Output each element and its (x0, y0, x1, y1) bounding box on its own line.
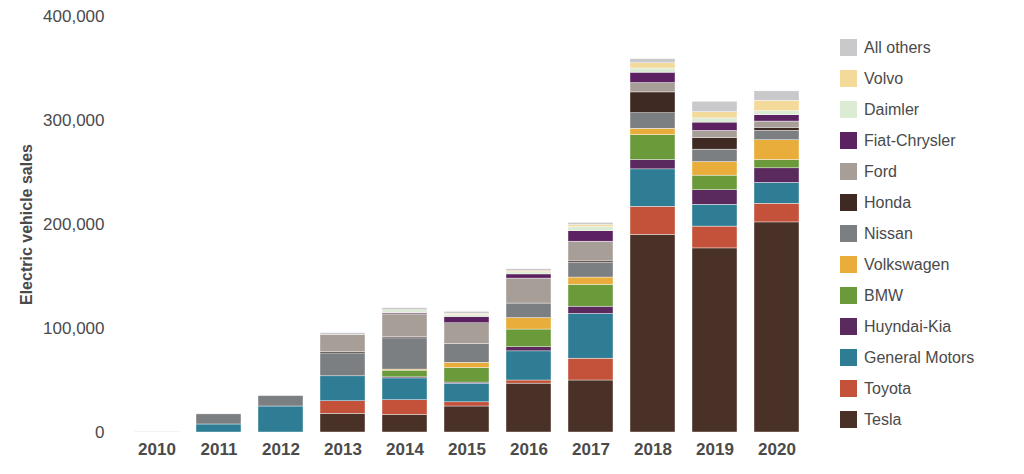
html-text:All others: All others (864, 38, 931, 56)
html-text:Daimler: Daimler (864, 100, 920, 118)
html-text:Tesla: Tesla (864, 410, 902, 428)
svg-text:2016: 2016 (510, 440, 548, 459)
svg-text:2019: 2019 (696, 440, 734, 459)
svg-text:2013: 2013 (324, 440, 362, 459)
html-text:Honda: Honda (864, 193, 912, 211)
html-text:Nissan: Nissan (864, 224, 913, 242)
svg-text:2018: 2018 (634, 440, 672, 459)
svg-text:2010: 2010 (138, 440, 176, 459)
svg-text:200,000: 200,000 (43, 215, 104, 234)
svg-text:100,000: 100,000 (43, 319, 104, 338)
html-text:Fiat-Chrysler: Fiat-Chrysler (864, 131, 956, 149)
html-text:Volvo: Volvo (864, 69, 904, 87)
svg-text:400,000: 400,000 (43, 7, 104, 26)
svg-text:Electric vehicle sales: Electric vehicle sales (18, 144, 35, 305)
svg-text:2011: 2011 (201, 440, 238, 459)
svg-text:0: 0 (95, 423, 104, 442)
html-text:Toyota: Toyota (864, 379, 912, 397)
html-text:General Motors: General Motors (864, 348, 975, 366)
svg-text:2017: 2017 (572, 440, 610, 459)
html-text:BMW: BMW (864, 286, 904, 304)
svg-text:2012: 2012 (262, 440, 300, 459)
svg-text:2020: 2020 (758, 440, 796, 459)
html-text:Huyndai-Kia: Huyndai-Kia (864, 317, 952, 335)
svg-text:2014: 2014 (386, 440, 424, 459)
svg-text:2015: 2015 (448, 440, 486, 459)
html-text:Volkswagen: Volkswagen (864, 255, 950, 273)
svg-text:300,000: 300,000 (43, 111, 104, 130)
html-text:Ford: Ford (864, 162, 897, 180)
